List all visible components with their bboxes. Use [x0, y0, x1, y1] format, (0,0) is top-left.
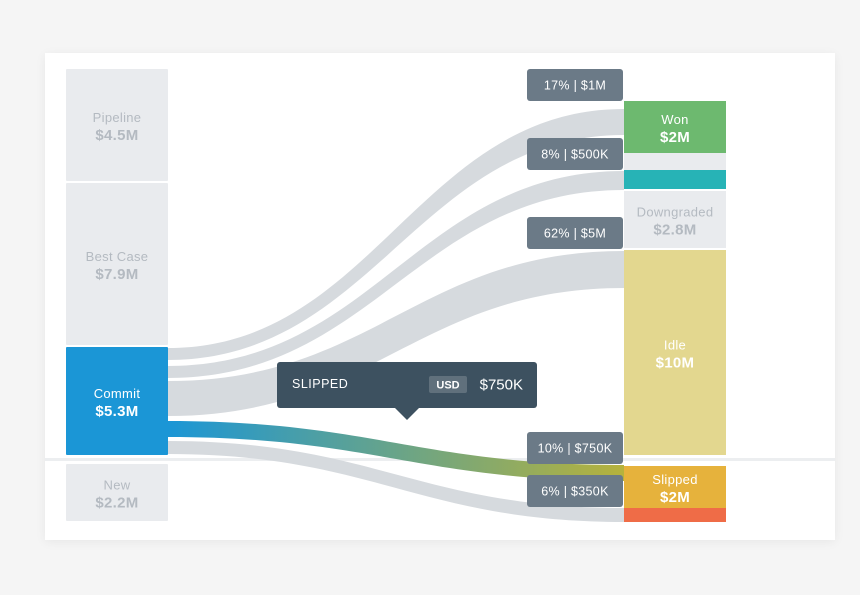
node-label-new: New [104, 478, 131, 493]
flow-tag-label-idle: 62% | $5M [544, 227, 606, 241]
flow-tag-label-won: 17% | $1M [544, 79, 606, 93]
tooltip-currency: USD [436, 380, 459, 392]
node-pipeline [66, 69, 168, 181]
node-slipped-red [624, 508, 726, 522]
node-label-idle: Idle [664, 338, 686, 353]
tooltip-box [277, 362, 537, 408]
node-won-gap [624, 153, 726, 170]
flow-tag-slipped [527, 432, 623, 464]
node-value-commit: $5.3M [95, 403, 138, 420]
flow-tag-label-slipped-red: 6% | $350K [541, 485, 609, 499]
flow-band-teal [168, 171, 624, 378]
node-best-case [66, 183, 168, 345]
node-value-new: $2.2M [95, 495, 138, 512]
node-teal [624, 170, 726, 189]
node-won [624, 101, 726, 153]
flow-tags-layer: 17% | $1M 8% | $500K 62% | $5M 10% | $750K 6… [527, 69, 623, 507]
node-value-won: $2M [660, 129, 690, 146]
node-value-slipped: $2M [660, 489, 690, 506]
node-value-idle: $10M [656, 355, 695, 372]
node-label-commit: Commit [94, 386, 141, 401]
node-label-best-case: Best Case [86, 249, 149, 264]
flow-tag-slipped-red [527, 475, 623, 507]
node-idle [624, 250, 726, 455]
tooltip-title: SLIPPED [292, 377, 348, 391]
node-downgraded [624, 191, 726, 248]
node-value-pipeline: $4.5M [95, 127, 138, 144]
tooltip-currency-chip [429, 376, 467, 393]
node-value-downgraded: $2.8M [653, 222, 696, 239]
flow-band-slipped-red [168, 441, 624, 522]
flow-tag-won [527, 69, 623, 101]
nodes-layer: Pipeline $4.5M Best Case $7.9M Commit $5.3M Ne… [66, 69, 726, 522]
tooltip-value: $750K [480, 377, 523, 394]
node-new [66, 464, 168, 521]
node-value-best-case: $7.9M [95, 266, 138, 283]
node-slipped [624, 466, 726, 508]
flow-tag-teal [527, 138, 623, 170]
flow-tag-idle [527, 217, 623, 249]
node-commit [66, 347, 168, 455]
node-label-downgraded: Downgraded [637, 205, 714, 220]
flow-band-won [168, 109, 624, 360]
node-label-pipeline: Pipeline [93, 110, 142, 125]
sankey-card: Pipeline $4.5M Best Case $7.9M Commit $5.3M Ne… [45, 53, 835, 540]
tooltip: SLIPPED USD $750K [277, 362, 537, 420]
flow-tag-label-teal: 8% | $500K [541, 148, 609, 162]
flow-band-slipped [168, 421, 624, 481]
node-label-won: Won [661, 112, 688, 127]
tooltip-pointer [395, 408, 419, 420]
node-label-slipped: Slipped [652, 472, 697, 487]
sankey-chart: Pipeline $4.5M Best Case $7.9M Commit $5.3M Ne… [45, 69, 835, 522]
flow-tag-label-slipped: 10% | $750K [538, 442, 613, 456]
